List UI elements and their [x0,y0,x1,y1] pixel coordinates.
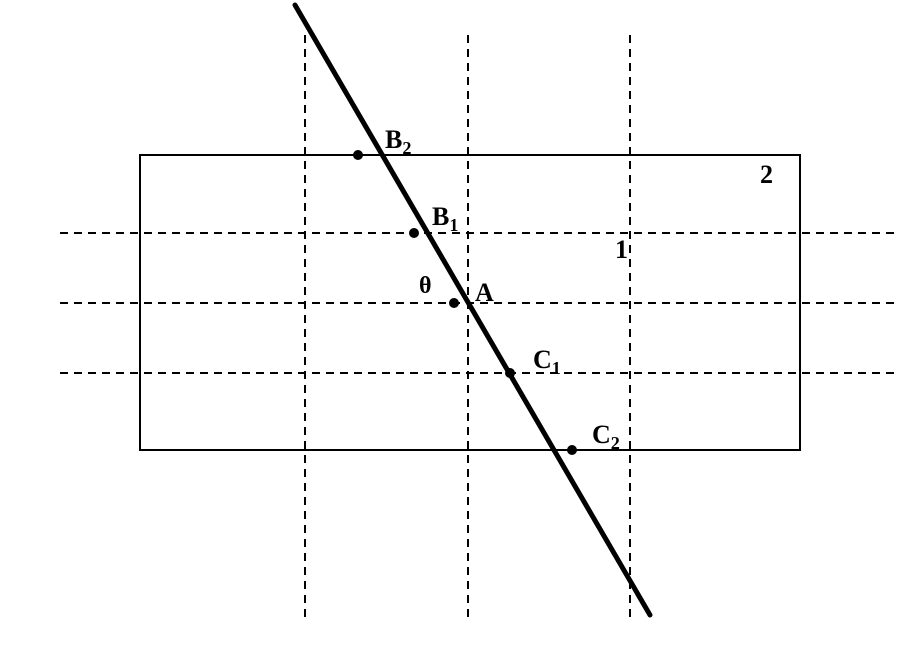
label-theta: θ [419,273,432,300]
label-rect-1: 1 [615,235,628,265]
label-B1: B1 [432,202,458,236]
label-rect-2: 2 [760,160,773,190]
label-C2: C2 [592,420,620,454]
label-C1: C1 [533,345,561,379]
label-B2: B2 [385,125,411,159]
label-A: A [475,278,494,308]
diagram-svg [0,0,918,653]
